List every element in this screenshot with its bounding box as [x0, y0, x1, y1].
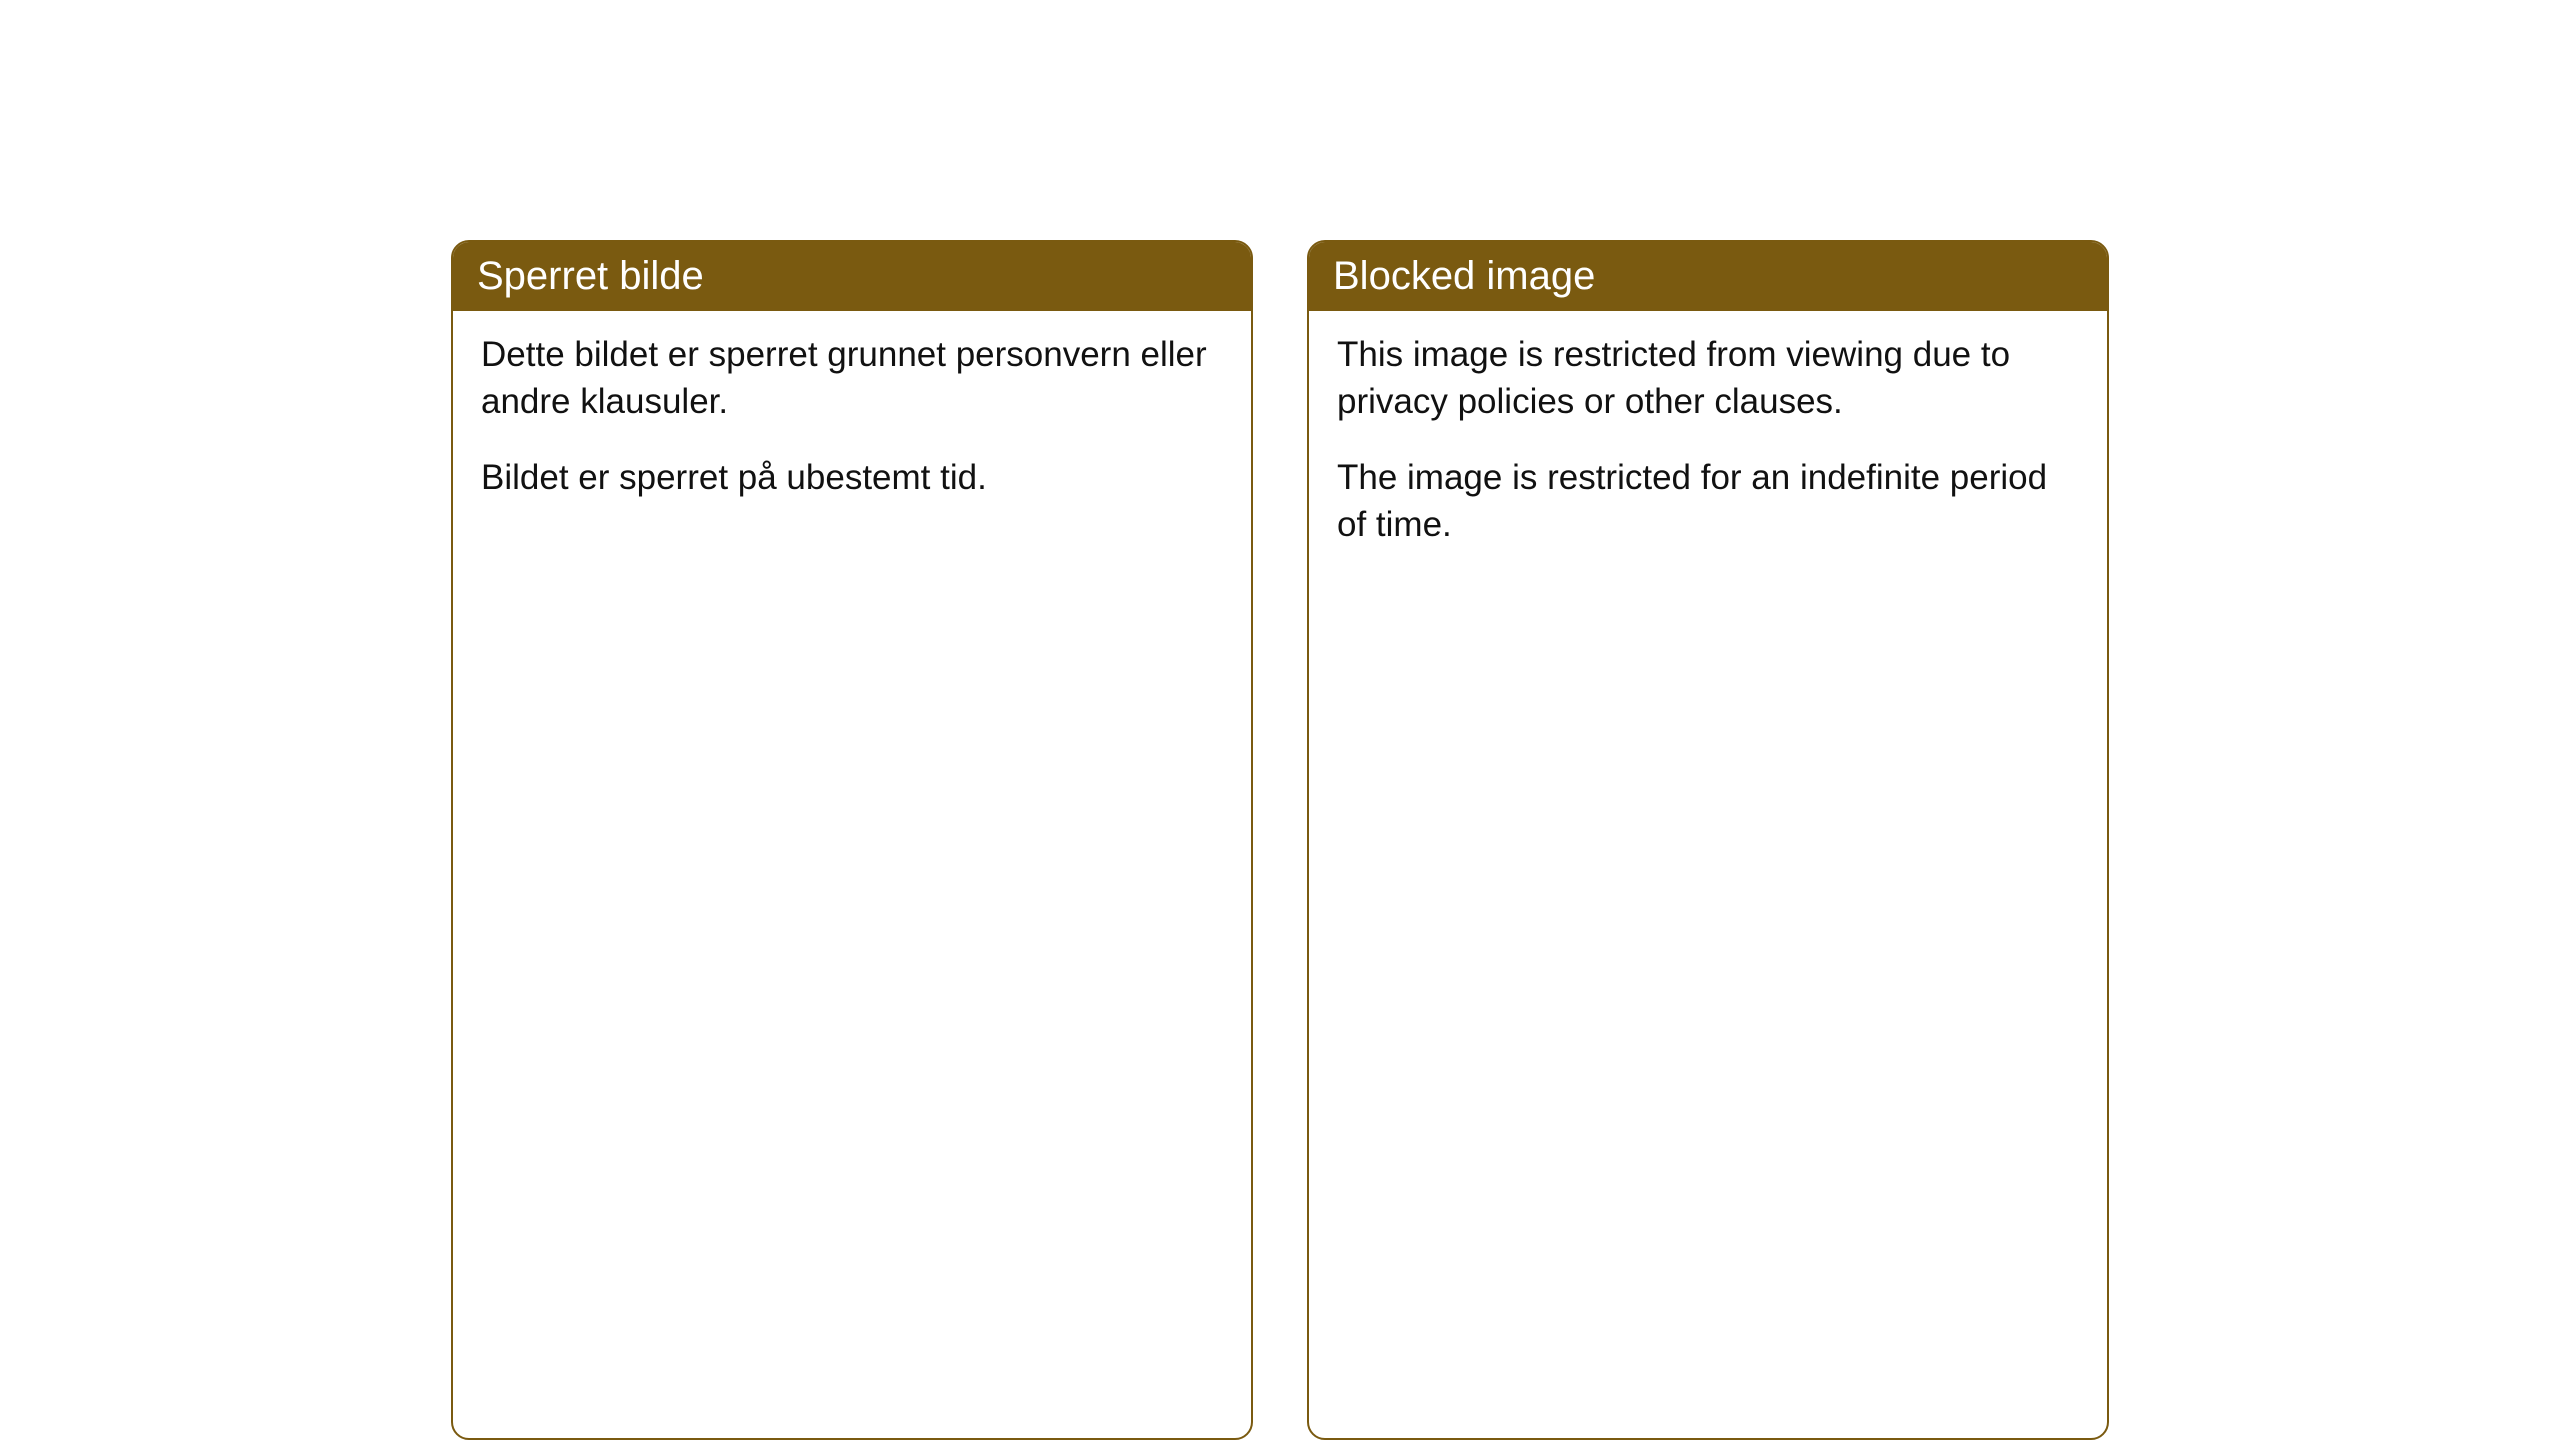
card-title: Blocked image: [1333, 254, 1595, 298]
card-header: Blocked image: [1309, 242, 2107, 311]
card-header: Sperret bilde: [453, 242, 1251, 311]
card-paragraph-1: Dette bildet er sperret grunnet personve…: [481, 331, 1223, 426]
notice-card-norwegian: Sperret bilde Dette bildet er sperret gr…: [451, 240, 1253, 1440]
card-title: Sperret bilde: [477, 254, 704, 298]
notice-cards-container: Sperret bilde Dette bildet er sperret gr…: [451, 240, 2109, 1440]
card-paragraph-2: The image is restricted for an indefinit…: [1337, 454, 2079, 549]
card-body: This image is restricted from viewing du…: [1309, 311, 2107, 584]
card-paragraph-2: Bildet er sperret på ubestemt tid.: [481, 454, 1223, 501]
card-body: Dette bildet er sperret grunnet personve…: [453, 311, 1251, 537]
card-paragraph-1: This image is restricted from viewing du…: [1337, 331, 2079, 426]
notice-card-english: Blocked image This image is restricted f…: [1307, 240, 2109, 1440]
